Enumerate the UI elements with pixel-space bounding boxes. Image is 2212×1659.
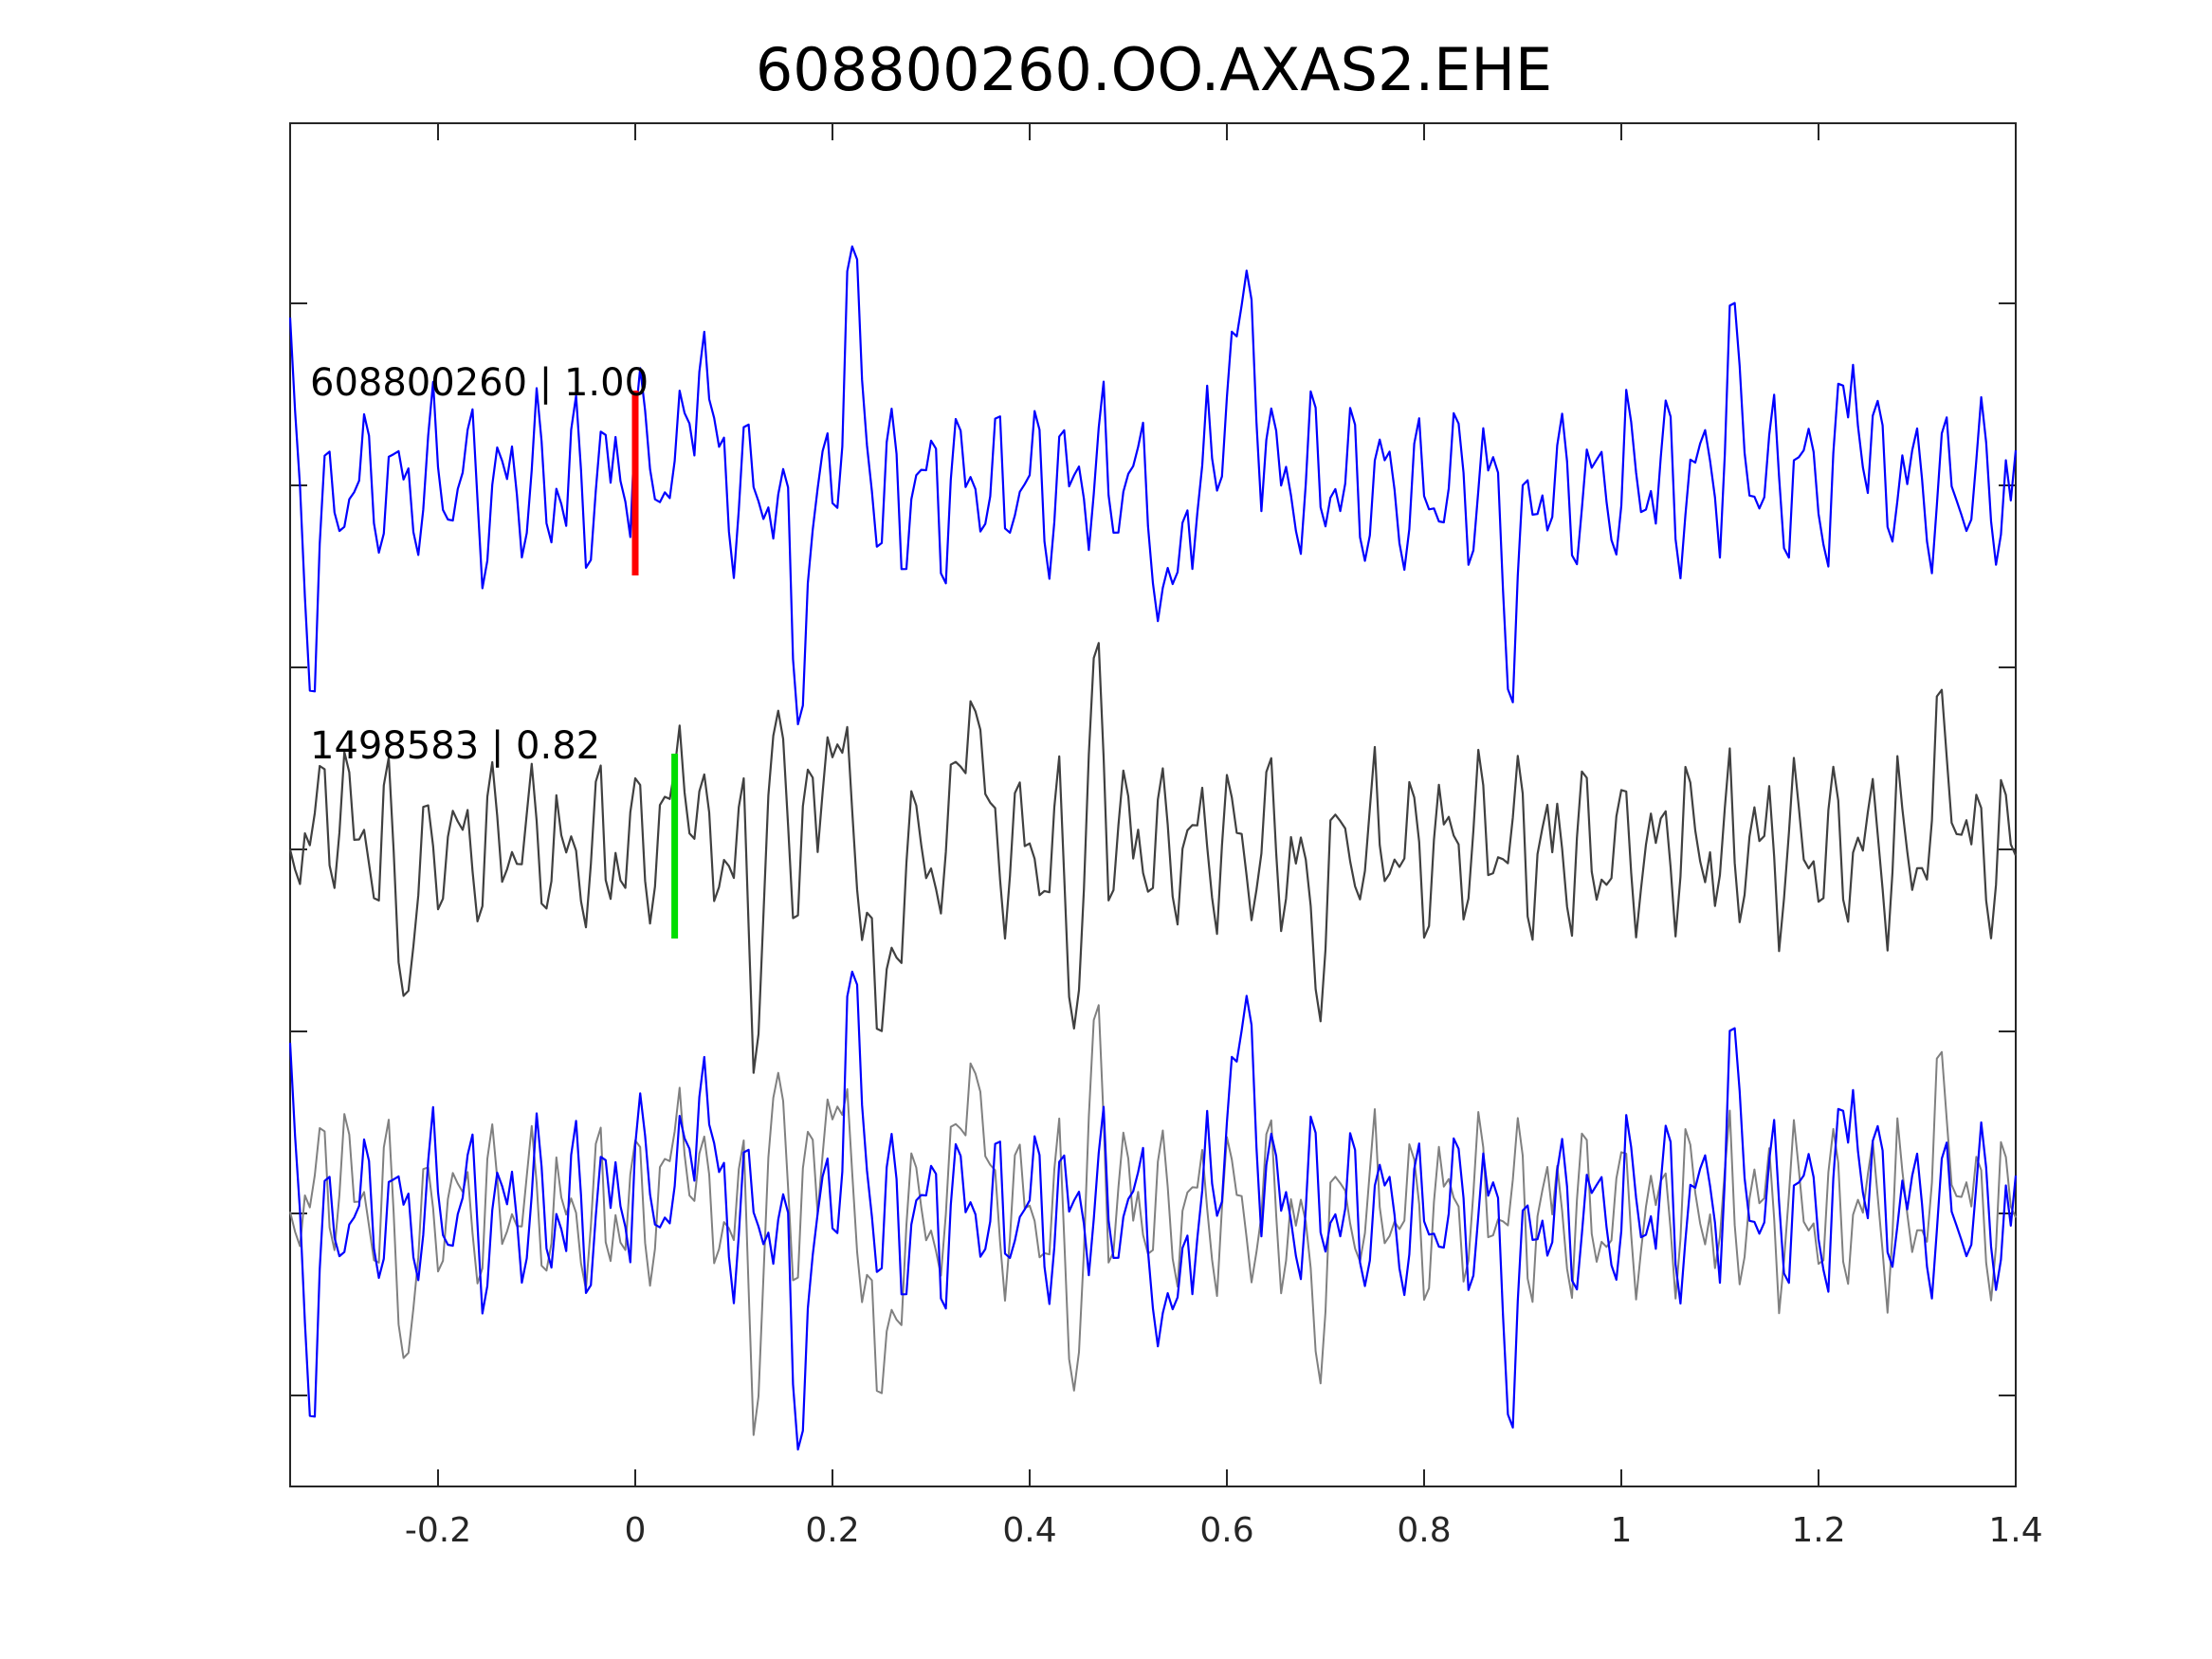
x-tick-label: 0.6: [1199, 1511, 1253, 1550]
trace-line-top: [288, 245, 2018, 726]
axis-ticks: [290, 123, 2017, 1486]
x-tick-label: 1.2: [1791, 1511, 1845, 1550]
x-tick-label: 0.2: [805, 1511, 859, 1550]
trace-labels: 608800260 | 1.00 1498583 | 0.82: [310, 361, 649, 768]
x-tick-label: 1.4: [1988, 1511, 2042, 1550]
x-tick-label: 0.4: [1002, 1511, 1056, 1550]
x-tick-label: 1: [1611, 1511, 1633, 1550]
trace-label: 608800260 | 1.00: [310, 361, 649, 405]
overlay-line-gray: [289, 1004, 2017, 1436]
overlay-line-blue: [288, 970, 2018, 1451]
x-tick-labels: -0.2 0 0.2 0.4 0.6 0.8 1 1.2 1.4: [405, 1511, 2043, 1550]
pick-markers: [631, 391, 679, 939]
x-tick-label: 0.8: [1397, 1511, 1451, 1550]
trace-group: [288, 245, 2018, 1451]
plot-area: [289, 122, 2017, 1487]
x-tick-label: -0.2: [405, 1511, 471, 1550]
chart-title: 608800260.OO.AXAS2.EHE: [756, 35, 1552, 104]
trace-line-middle: [288, 642, 2018, 1074]
trace-label: 1498583 | 0.82: [310, 724, 600, 768]
x-tick-label: 0: [625, 1511, 647, 1550]
